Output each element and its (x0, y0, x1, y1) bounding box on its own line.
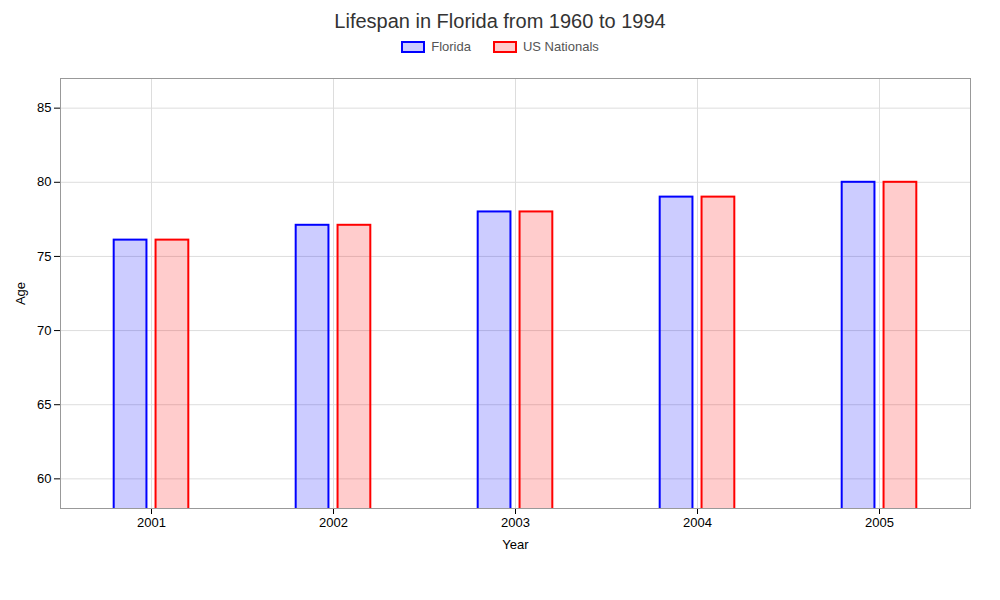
svg-text:2002: 2002 (319, 515, 348, 530)
svg-text:2004: 2004 (683, 515, 712, 530)
svg-text:60: 60 (37, 471, 51, 486)
svg-text:Age: Age (13, 282, 28, 305)
svg-text:2003: 2003 (501, 515, 530, 530)
html-text:Florida: Florida (431, 39, 471, 54)
svg-text:2005: 2005 (865, 515, 894, 530)
html-text:Lifespan in Florida from 1960: Lifespan in Florida from 1960 to 1994 (334, 10, 666, 32)
svg-text:80: 80 (37, 174, 51, 189)
svg-text:85: 85 (37, 100, 51, 115)
svg-text:70: 70 (37, 323, 51, 338)
svg-text:Year: Year (502, 537, 529, 552)
svg-text:65: 65 (37, 397, 51, 412)
svg-text:75: 75 (37, 249, 51, 264)
svg-text:2001: 2001 (137, 515, 166, 530)
html-text:US Nationals: US Nationals (522, 39, 599, 54)
